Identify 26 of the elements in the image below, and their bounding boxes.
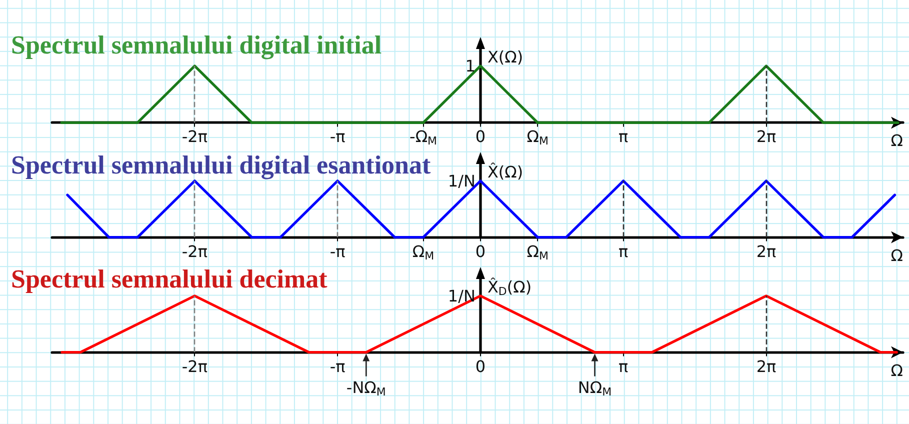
annotation: 1 — [465, 56, 476, 76]
x-tick-label: 2π — [756, 127, 777, 146]
x-tick-label: π — [618, 242, 629, 261]
x-axis-title: Ω — [890, 131, 903, 150]
x-tick-label: 0 — [475, 242, 486, 261]
x-tick-label: -2π — [182, 356, 208, 376]
x-axis-title: Ω — [890, 246, 903, 265]
x-tick-label: -π — [330, 127, 346, 146]
chart-title: Spectrul semnalului digital initial — [11, 30, 382, 60]
chart-title: Spectrul semnalului decimat — [11, 264, 328, 294]
chart-title: Spectrul semnalului digital esantionat — [11, 150, 431, 180]
annotation: 1/N — [448, 171, 476, 190]
y-axis-title: X̂(Ω) — [487, 162, 524, 182]
x-tick-label: -π — [330, 242, 346, 261]
x-tick-label: 2π — [756, 356, 777, 376]
x-tick-label: π — [618, 356, 629, 376]
x-tick-label: 0 — [475, 127, 486, 146]
annotation: 1/N — [448, 286, 476, 306]
x-tick-label: 0 — [475, 356, 486, 376]
x-tick-label: -π — [330, 356, 346, 376]
x-tick-label: -2π — [182, 242, 208, 261]
y-axis-title: X(Ω) — [487, 48, 524, 66]
x-tick-label: π — [618, 127, 629, 146]
x-axis-title: Ω — [890, 360, 903, 380]
x-tick-label: -2π — [182, 127, 208, 146]
x-tick-label: 2π — [756, 242, 777, 261]
